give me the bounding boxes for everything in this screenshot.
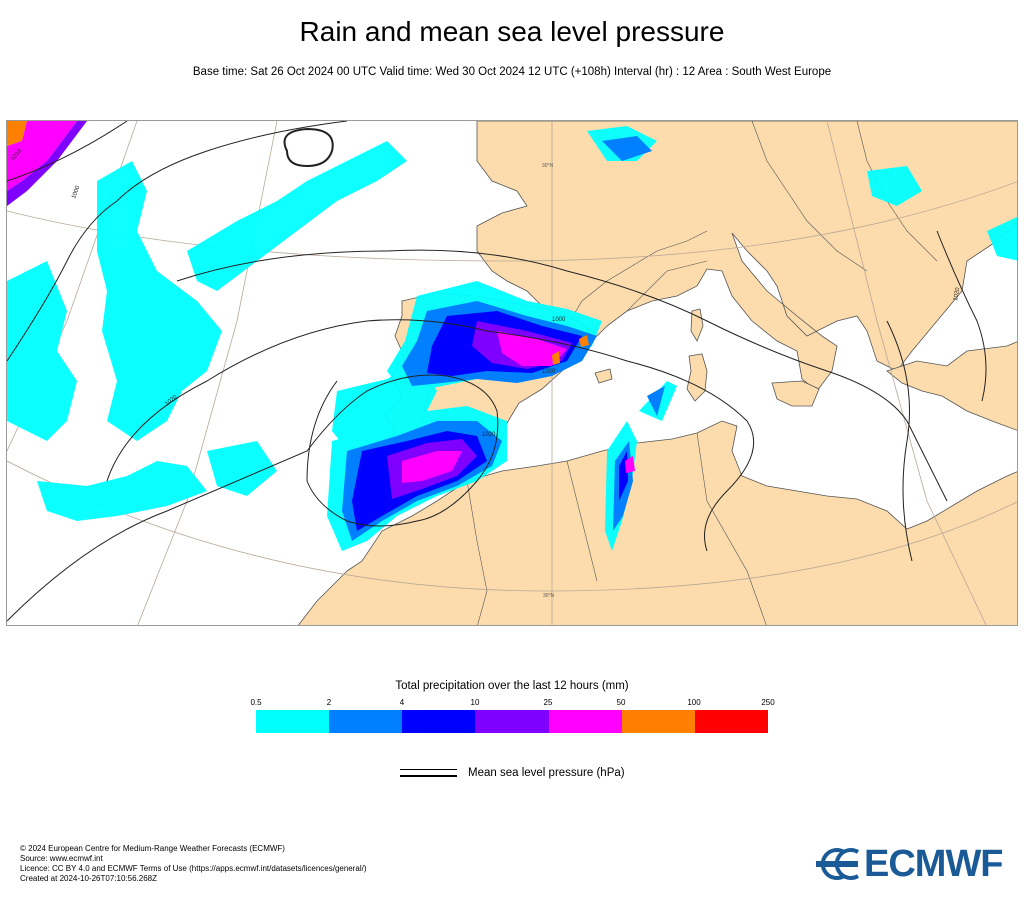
- legend-tick: 250: [761, 698, 775, 707]
- land-balearics: [594, 368, 613, 384]
- precip-colorbar: [256, 710, 768, 733]
- isobar-label: 1000: [71, 184, 81, 199]
- legend-tick: 10: [470, 698, 480, 707]
- legend-tick: 50: [616, 698, 626, 707]
- footer-source: Source: www.ecmwf.int: [20, 854, 103, 863]
- legend-tick: 100: [687, 698, 701, 707]
- legend-tick: 0.5: [250, 698, 262, 707]
- ecmwf-logo-text: ECMWF: [864, 842, 1004, 885]
- footer-copyright: © 2024 European Centre for Medium-Range …: [20, 844, 285, 853]
- precip-layer: [7, 121, 1017, 551]
- mslp-legend-line: [400, 769, 457, 777]
- mslp-legend-label: Mean sea level pressure (hPa): [468, 767, 625, 779]
- land-sardinia: [686, 353, 708, 402]
- colorbar-segment-5: [621, 710, 695, 733]
- colorbar-segment-3: [475, 710, 549, 733]
- land-greece: [886, 341, 1017, 431]
- land-corsica: [690, 308, 704, 342]
- isobar-label: 1000: [552, 317, 566, 323]
- isobar-label: 1020: [953, 287, 961, 302]
- legend-tick: 25: [543, 698, 553, 707]
- footer: © 2024 European Centre for Medium-Range …: [20, 844, 367, 884]
- legend-title: Total precipitation over the last 12 hou…: [395, 680, 629, 692]
- legend-tick: 4: [399, 698, 405, 707]
- isobar-layer: [7, 121, 987, 622]
- colorbar-segment-4: [548, 710, 622, 733]
- colorbar-segment-1: [329, 710, 403, 733]
- graticule-label: 30°N: [542, 163, 554, 169]
- chart-subtitle: Base time: Sat 26 Oct 2024 00 UTC Valid …: [192, 66, 832, 78]
- ecmwf-logo-icon: [816, 848, 860, 880]
- chart-title: Rain and mean sea level pressure: [299, 16, 725, 47]
- land-sicily: [771, 380, 820, 407]
- colorbar-segment-2: [402, 710, 476, 733]
- legend-tick: 2: [326, 698, 332, 707]
- footer-licence: Licence: CC BY 4.0 and ECMWF Terms of Us…: [20, 864, 367, 873]
- colorbar-segment-6: [694, 710, 768, 733]
- weather-map[interactable]: 30°N 30°N: [6, 120, 1018, 626]
- ecmwf-logo[interactable]: ECMWF: [814, 843, 1004, 885]
- isobar-label: 1020: [482, 432, 496, 438]
- map-canvas: 30°N 30°N: [7, 121, 1017, 625]
- footer-created: Created at 2024-10-26T07:10:56.268Z: [20, 874, 157, 883]
- isobar-label: 1020: [542, 369, 556, 375]
- graticule-label: 30°N: [543, 593, 555, 599]
- colorbar-segment-0: [256, 710, 330, 733]
